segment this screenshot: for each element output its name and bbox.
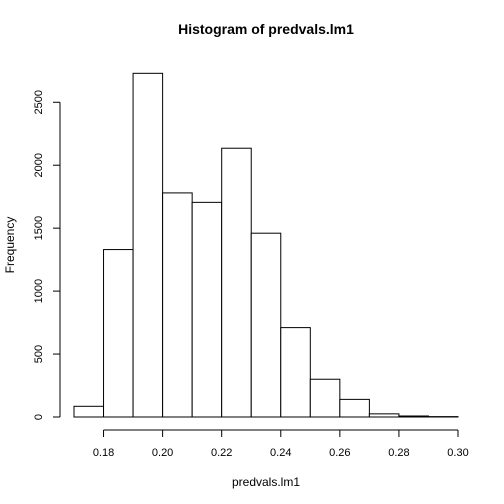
x-tick-label: 0.22 <box>211 447 232 459</box>
x-axis: 0.18 0.20 0.22 0.24 0.26 0.28 0.30 <box>93 429 469 459</box>
chart-title: Histogram of predvals.lm1 <box>178 21 354 37</box>
histogram-bar <box>398 415 429 418</box>
histogram-bar <box>73 405 105 418</box>
histogram-bar <box>280 327 311 418</box>
histogram-bar <box>368 413 400 418</box>
y-axis: 0 500 1000 1500 2000 2500 <box>33 90 61 420</box>
x-tick-label: 0.26 <box>329 447 350 459</box>
histogram-bar <box>309 378 341 418</box>
x-tick-label: 0.30 <box>447 447 468 459</box>
bars-group <box>73 72 459 418</box>
x-tick-label: 0.28 <box>388 447 409 459</box>
histogram-bar <box>191 201 223 418</box>
y-axis-label: Frequency <box>3 217 17 274</box>
y-tick-label: 1500 <box>33 216 45 240</box>
y-tick-label: 1000 <box>33 279 45 303</box>
y-tick-label: 0 <box>33 414 45 420</box>
histogram-bar <box>221 147 252 418</box>
histogram-bar <box>339 398 370 418</box>
histogram-bar <box>103 249 134 418</box>
x-tick-label: 0.24 <box>270 447 291 459</box>
histogram-bar <box>250 232 282 418</box>
histogram-bar <box>162 192 193 418</box>
x-tick-label: 0.18 <box>93 447 114 459</box>
y-tick-label: 2500 <box>33 90 45 114</box>
x-tick-label: 0.20 <box>152 447 173 459</box>
y-tick-label: 500 <box>33 345 45 363</box>
x-axis-label: predvals.lm1 <box>232 475 300 489</box>
y-tick-label: 2000 <box>33 153 45 177</box>
histogram-bar <box>132 72 164 418</box>
